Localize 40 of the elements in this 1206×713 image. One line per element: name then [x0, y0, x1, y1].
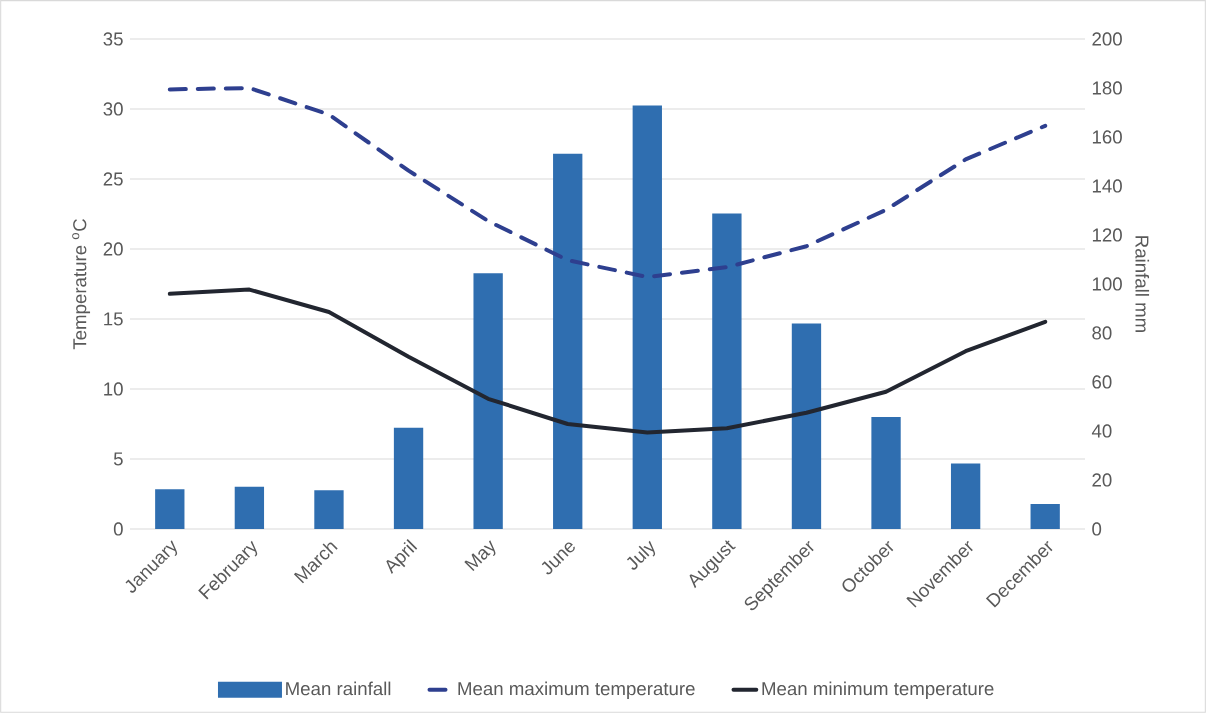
- y2-tick-label: 180: [1092, 81, 1122, 95]
- line-series: [167, 287, 1048, 435]
- bar: [393, 427, 424, 529]
- bar: [712, 213, 742, 529]
- bar: [632, 105, 662, 529]
- legend-label: Mean rainfall: [286, 681, 391, 696]
- y2-tick-label: 60: [1092, 375, 1112, 389]
- bar: [234, 486, 265, 529]
- y-tick-label: 0: [113, 522, 123, 536]
- legend-label: Mean minimum temperature: [762, 681, 994, 699]
- y-tick-label: 10: [104, 382, 123, 396]
- bar: [473, 273, 503, 529]
- x-tick-label: July: [626, 540, 656, 570]
- bar: [155, 489, 185, 529]
- bar: [791, 323, 822, 529]
- y2-tick-label: 80: [1092, 326, 1112, 340]
- y2-tick-label: 40: [1091, 424, 1112, 438]
- bar: [314, 490, 344, 529]
- bar: [950, 463, 981, 529]
- y2-axis-title: Rainfall mm: [1135, 236, 1150, 332]
- y-axis-title: Temperature $^{o}$C: [72, 219, 91, 350]
- y2-tick-label: 200: [1092, 32, 1122, 46]
- y2-tick-label: 100: [1092, 277, 1122, 291]
- y-tick-label: 20: [103, 242, 123, 256]
- bar: [1030, 504, 1060, 529]
- line-series: [167, 85, 1048, 279]
- y2-tick-label: 160: [1092, 130, 1122, 144]
- legend-label: Mean maximum temperature: [458, 681, 695, 699]
- y-tick-label: 35: [103, 32, 123, 46]
- x-tick-label: May: [464, 540, 496, 572]
- y-tick-label: 30: [103, 102, 123, 116]
- y-tick-label: 15: [104, 312, 123, 326]
- y-tick-label: 25: [103, 172, 123, 186]
- y2-tick-label: 140: [1092, 179, 1122, 193]
- y2-tick-label: 20: [1092, 473, 1112, 487]
- y2-tick-label: 120: [1092, 228, 1122, 242]
- bar: [871, 417, 901, 529]
- y2-tick-label: 0: [1092, 522, 1102, 536]
- bar: [553, 153, 583, 529]
- y-tick-label: 5: [113, 452, 123, 466]
